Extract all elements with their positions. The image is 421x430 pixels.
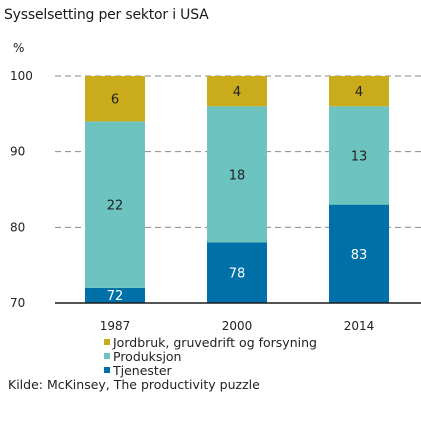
data-label: 78 <box>229 267 246 282</box>
legend-swatch <box>104 339 110 345</box>
bar-segment <box>329 76 389 107</box>
legend-label: Tjenester <box>112 363 173 378</box>
axes: 70 80 90 100 1987 2000 2014 <box>10 69 421 333</box>
bar-segment <box>329 204 389 303</box>
chart-title: Sysselsetting per sektor i USA <box>4 7 209 23</box>
data-label: 72 <box>107 289 124 304</box>
source-note: Kilde: McKinsey, The productivity puzzle <box>8 377 260 392</box>
bar-segment <box>85 121 145 288</box>
y-tick-label: 90 <box>10 145 25 159</box>
x-tick-label: 2000 <box>222 319 253 333</box>
data-label: 22 <box>107 199 124 214</box>
data-label: 13 <box>351 149 368 164</box>
y-tick-label: 80 <box>10 220 25 234</box>
bar-segment <box>207 106 267 243</box>
legend-label: Produksjon <box>113 349 181 364</box>
y-tick-label: 100 <box>10 69 33 83</box>
data-label: 6 <box>111 93 119 108</box>
data-label: 4 <box>233 85 241 100</box>
legend-swatch <box>104 367 110 373</box>
legend-swatch <box>104 353 110 359</box>
bar-segment <box>85 76 145 122</box>
bar-segment <box>207 242 267 303</box>
y-tick-label: 70 <box>10 296 25 310</box>
legend: Jordbruk, gruvedrift og forsyningProduks… <box>104 335 317 378</box>
bars: 72 22 6 78 18 4 83 13 4 <box>85 76 389 304</box>
bar-segment <box>329 106 389 205</box>
bar-segment <box>85 287 145 303</box>
legend-label: Jordbruk, gruvedrift og forsyning <box>112 335 317 350</box>
bar-segment <box>207 76 267 107</box>
x-tick-label: 2014 <box>344 319 375 333</box>
data-label: 4 <box>355 85 363 100</box>
data-label: 83 <box>351 248 368 263</box>
data-label: 18 <box>229 168 246 183</box>
y-axis-unit-label: % <box>13 41 24 55</box>
x-tick-label: 1987 <box>100 319 131 333</box>
